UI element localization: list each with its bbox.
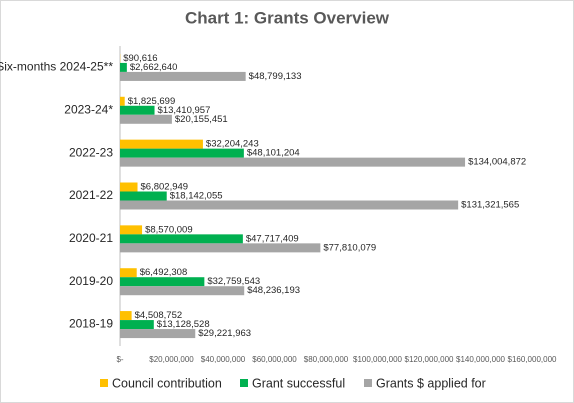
bar <box>120 268 137 278</box>
y-tick-label: 2023-24* <box>64 102 113 116</box>
value-label: $48,236,193 <box>247 285 300 296</box>
x-tick-label: $- <box>116 355 123 364</box>
value-label: $32,759,543 <box>207 276 260 287</box>
value-label: $20,155,451 <box>175 114 228 125</box>
x-tick-label: $120,000,000 <box>405 355 454 364</box>
bar <box>120 191 167 201</box>
value-label: $48,799,133 <box>249 71 302 82</box>
bar <box>120 96 125 106</box>
bar <box>120 114 172 124</box>
value-label: $90,616 <box>123 53 157 64</box>
value-label: $4,508,752 <box>135 310 183 321</box>
bar <box>120 105 155 115</box>
value-label: $18,142,055 <box>170 191 223 202</box>
bar <box>120 157 466 167</box>
value-label: $48,101,204 <box>247 148 300 159</box>
legend-swatch <box>100 379 108 387</box>
bar <box>120 139 203 149</box>
value-label: $6,492,308 <box>140 267 188 278</box>
value-label: $131,321,565 <box>461 200 519 211</box>
y-tick-label: 2019-20 <box>69 274 113 288</box>
value-label: $13,128,528 <box>157 319 210 330</box>
y-tick-label: Six-months 2024-25** <box>0 60 113 74</box>
bar <box>120 62 127 72</box>
value-label: $2,662,640 <box>130 62 178 73</box>
x-tick-label: $40,000,000 <box>201 355 246 364</box>
value-label: $32,204,243 <box>206 139 259 150</box>
chart-title: Chart 1: Grants Overview <box>185 8 390 27</box>
value-label: $13,410,957 <box>158 105 211 116</box>
x-tick-label: $100,000,000 <box>353 355 402 364</box>
x-tick-label: $140,000,000 <box>456 355 505 364</box>
bar <box>120 71 246 81</box>
legend-label: Grant successful <box>252 376 345 390</box>
value-label: $6,802,949 <box>141 182 189 193</box>
bar <box>120 225 143 235</box>
bar <box>120 148 244 158</box>
y-tick-label: 2021-22 <box>69 188 113 202</box>
x-tick-label: $20,000,000 <box>149 355 194 364</box>
value-label: $8,570,009 <box>145 224 193 235</box>
legend-swatch <box>364 379 372 387</box>
legend-label: Grants $ applied for <box>376 376 486 390</box>
bar <box>120 277 205 287</box>
bar <box>120 234 243 244</box>
bar <box>120 182 138 192</box>
value-label: $77,810,079 <box>323 242 376 253</box>
y-tick-label: 2020-21 <box>69 231 113 245</box>
value-label: $47,717,409 <box>246 233 299 244</box>
bar <box>120 243 321 253</box>
legend-label: Council contribution <box>112 376 222 390</box>
bar <box>120 200 459 210</box>
legend-swatch <box>240 379 248 387</box>
y-tick-label: 2018-19 <box>69 317 113 331</box>
bar <box>120 286 245 296</box>
bar <box>120 311 132 321</box>
x-tick-label: $80,000,000 <box>304 355 349 364</box>
x-tick-label: $160,000,000 <box>508 355 557 364</box>
value-label: $134,004,872 <box>468 157 526 168</box>
y-tick-label: 2022-23 <box>69 145 113 159</box>
value-label: $29,221,963 <box>198 328 251 339</box>
value-label: $1,825,699 <box>128 96 176 107</box>
x-tick-label: $60,000,000 <box>252 355 297 364</box>
bar <box>120 329 196 339</box>
bar <box>120 320 154 330</box>
